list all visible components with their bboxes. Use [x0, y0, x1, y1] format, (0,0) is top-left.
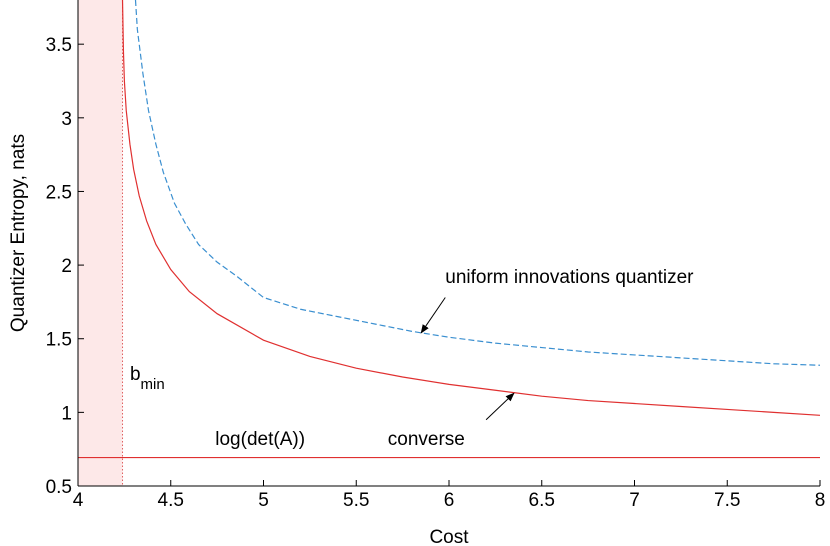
- x-tick-label: 4: [73, 490, 84, 511]
- annotation-log-det-a: log(det(A)): [215, 429, 305, 450]
- annotation-arrow-uniform: [420, 297, 446, 334]
- series-layer: [78, 0, 821, 459]
- y-ticks: 0.5 1 1.5 2 2.5 3 3.5: [46, 35, 84, 498]
- series-converse: [121, 0, 821, 416]
- annotation-arrow-converse: [485, 392, 515, 421]
- y-tick-label: 2: [61, 256, 72, 277]
- x-tick-label: 8: [815, 490, 826, 511]
- x-tick-label: 6: [444, 490, 455, 511]
- y-tick-label: 0.5: [46, 477, 72, 498]
- x-tick-label: 4.5: [158, 490, 184, 511]
- annotation-b-min: bmin: [130, 364, 165, 393]
- series-uniform-innovations-quantizer: [134, 0, 821, 366]
- annotation-uniform-innovations-quantizer: uniform innovations quantizer: [445, 267, 694, 288]
- x-tick-label: 6.5: [529, 490, 555, 511]
- x-tick-label: 5: [258, 490, 269, 511]
- x-tick-label: 7: [629, 490, 640, 511]
- y-tick-label: 2.5: [46, 182, 72, 203]
- x-ticks: 4 4.5 5 5.5 6 6.5 7 7.5 8: [73, 480, 826, 511]
- shaded-region: [78, 0, 123, 486]
- annotation-b-min-subscript: min: [141, 376, 165, 393]
- x-axis-title: Cost: [429, 527, 469, 546]
- annotation-b-min-main: b: [130, 364, 141, 385]
- y-tick-label: 1.5: [46, 330, 72, 351]
- y-tick-label: 1: [61, 403, 72, 424]
- x-tick-label: 7.5: [714, 490, 740, 511]
- y-tick-label: 3: [61, 109, 72, 130]
- annotation-converse: converse: [388, 429, 465, 450]
- x-tick-label: 5.5: [343, 490, 369, 511]
- y-tick-label: 3.5: [46, 35, 72, 56]
- y-axis-title: Quantizer Entropy, nats: [8, 134, 29, 332]
